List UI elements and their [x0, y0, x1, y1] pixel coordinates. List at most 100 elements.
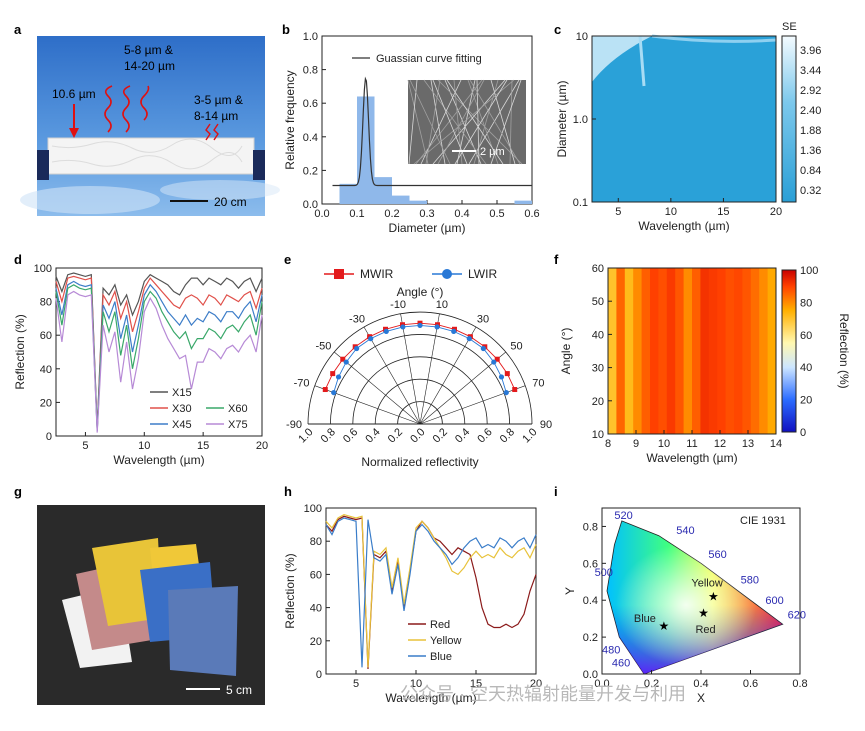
histogram-bar [514, 200, 532, 204]
heatmap-column [650, 268, 659, 434]
histogram-bar [392, 195, 410, 204]
colorbar-label: Reflection (%) [837, 313, 851, 388]
legend-label: X75 [228, 419, 248, 431]
angle-tick-label: 90 [540, 419, 552, 431]
radius-tick-label: 0.2 [431, 426, 450, 445]
panel-f-axes: 8 9 10 11 12 13 14 10 20 30 40 50 60 Wavelength (µm) A… [559, 263, 782, 465]
marker-mwir [512, 387, 518, 393]
inset-scale-label: 2 µm [480, 146, 505, 158]
colorbar-tick-label: 20 [800, 395, 812, 407]
angle-tick-label: -90 [286, 419, 302, 431]
heatmap-column [633, 268, 643, 434]
x-tick-label: 10 [665, 206, 677, 218]
x-tick-label: 0.6 [743, 678, 758, 690]
heatmap-column [641, 268, 651, 434]
y-tick-label: 0.8 [303, 65, 318, 77]
x-tick-label: 0.6 [524, 208, 539, 220]
panel-c-heatmap [592, 34, 777, 202]
heatmap-column [725, 268, 735, 434]
x-tick-label: 0.3 [419, 208, 434, 220]
series-line-x30 [55, 275, 263, 430]
scale-label-a: 20 cm [214, 195, 247, 209]
series-line-x75 [55, 290, 263, 433]
panel-label-f: f [554, 252, 559, 267]
radius-tick-label: 1.0 [520, 426, 539, 445]
legend-label: MWIR [360, 267, 394, 281]
colorbar-title: SE [782, 21, 797, 33]
legend-label: X60 [228, 403, 248, 415]
y-tick-label: 60 [310, 569, 322, 581]
point-star-red: ★ [698, 606, 709, 620]
polar-grid-arc [374, 378, 466, 425]
panel-label-b: b [282, 22, 290, 37]
legend-marker [442, 269, 452, 279]
x-tick-label: 13 [742, 438, 754, 450]
colorbar-tick-label: 40 [800, 362, 812, 374]
gaussian-fit-line [332, 76, 532, 187]
x-tick-label: 0.0 [594, 678, 609, 690]
radius-tick-label: 0.6 [341, 426, 360, 445]
radius-axis-label: Normalized reflectivity [361, 455, 478, 469]
heatmap-column [750, 268, 760, 434]
colorbar-tick-label: 3.96 [800, 45, 821, 57]
y-tick-label: 40 [592, 329, 604, 341]
annotation-laser: 10.6 µm [52, 87, 96, 101]
colorbar-tick-label: 80 [800, 297, 812, 309]
heatmap-column [616, 268, 626, 434]
angle-tick-label: -30 [349, 313, 365, 325]
yellow-sample [92, 538, 162, 626]
y-tick-label: 50 [592, 296, 604, 308]
histogram-bar [357, 96, 375, 204]
y-tick-label: 30 [592, 363, 604, 375]
panel-label-g: g [14, 484, 22, 499]
x-tick-label: 0.4 [454, 208, 469, 220]
wavelength-label: 560 [708, 549, 726, 561]
heatmap-column [759, 268, 769, 434]
x-tick-label: 15 [197, 440, 209, 452]
scale-label-g: 5 cm [226, 683, 252, 697]
colorbar-tick-label: 60 [800, 330, 812, 342]
heatmap-column [717, 268, 727, 434]
point-star-yellow: ★ [708, 590, 719, 604]
angle-tick-label: -50 [316, 341, 332, 353]
plot-frame [55, 267, 263, 437]
series-line-x15 [55, 272, 263, 428]
series-line-x60 [55, 284, 263, 432]
y-tick-label: 20 [592, 396, 604, 408]
y-tick-label: 80 [40, 297, 52, 309]
series-line-x45 [55, 280, 263, 432]
angle-tick-label: 30 [477, 313, 489, 325]
heatmap-column [708, 268, 718, 434]
point-label-red: Red [695, 624, 715, 636]
x-tick-label: 12 [714, 438, 726, 450]
y-tick-label: 10 [576, 31, 588, 43]
panel-d-axes: 5 10 15 20 0 20 40 60 80 100 Wavelength (µm) Reflec… [13, 263, 268, 467]
x-axis-label: Wavelength (µm) [385, 691, 476, 705]
x-tick-label: 0.8 [792, 678, 807, 690]
heatmap-column [666, 268, 676, 434]
panel-h-axes: 5 10 15 20 0 20 40 60 80 100 Wavelength (µm) Reflec… [283, 503, 542, 705]
y-axis-label: Angle (°) [559, 328, 573, 375]
annotation-mid-1: 5-8 µm & [124, 43, 173, 57]
legend-label: Blue [430, 651, 452, 663]
panel-i-axes: 0.0 0.2 0.4 0.6 0.8 0.0 0.2 0.4 0.6 0.8 X Y [563, 507, 808, 705]
panel-g-photo: 5 cm [37, 505, 265, 705]
angle-tick-label: -70 [294, 377, 310, 389]
legend-label: X30 [172, 403, 192, 415]
wavelength-label: 520 [614, 510, 632, 522]
heatmap-column [767, 268, 777, 434]
heatmap-column [692, 268, 701, 434]
legend-marker [334, 269, 344, 279]
polar-grid-arc [307, 311, 533, 425]
panel-label-h: h [284, 484, 292, 499]
y-tick-label: 1.0 [573, 114, 588, 126]
sem-inset: 2 µm [407, 79, 526, 165]
x-tick-label: 10 [410, 678, 422, 690]
y-tick-label: 40 [310, 603, 322, 615]
y-tick-label: 60 [40, 330, 52, 342]
legend-label: LWIR [468, 267, 497, 281]
polar-grid-spoke [419, 313, 440, 425]
radius-tick-label: 0.8 [498, 426, 517, 445]
